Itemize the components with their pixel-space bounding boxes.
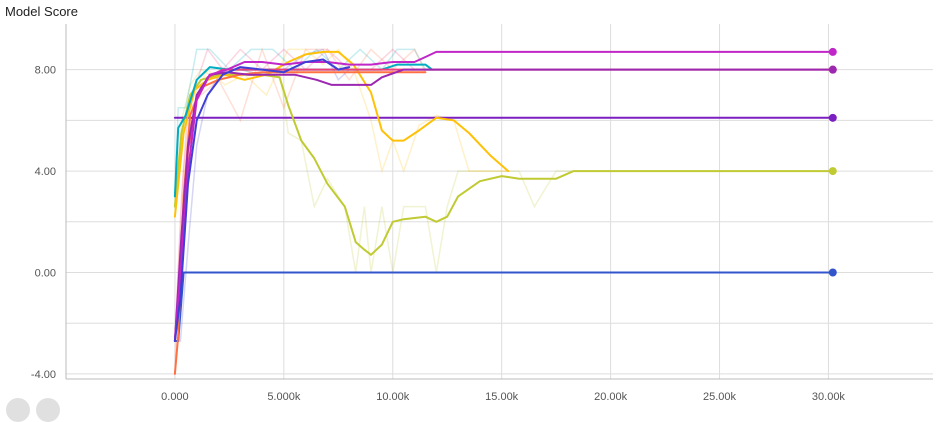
data-download-icon[interactable] (36, 398, 60, 422)
series-line-6 (173, 68, 834, 342)
series-line-2 (173, 73, 834, 256)
raw-series-line-6 (174, 47, 833, 342)
raw-series-lines (174, 47, 833, 374)
x-tick-label: 10.00k (376, 391, 410, 403)
axes (65, 24, 933, 380)
chart-title: Model Score (5, 4, 78, 19)
series-end-point-7 (828, 65, 837, 74)
series-line-3 (173, 50, 510, 218)
series-line-0 (173, 271, 834, 342)
series-end-point-1 (828, 113, 837, 122)
raw-series-line-2 (174, 68, 833, 273)
x-tick-label: 15.00k (485, 391, 519, 403)
series-line-7 (173, 68, 834, 342)
x-tick-label: 0.000 (161, 391, 189, 403)
tick-labels: -4.00 0.00 4.00 8.00 0.000 5.000k 10.00k 15.00k… (31, 65, 846, 403)
y-tick-label: 4.00 (35, 166, 56, 178)
y-tick-label: 0.00 (35, 268, 56, 280)
series-end-point-8 (828, 47, 837, 56)
x-tick-label: 30.00k (812, 391, 846, 403)
x-tick-label: 20.00k (594, 391, 628, 403)
series-end-markers (828, 47, 837, 277)
x-tick-label: 5.000k (267, 391, 301, 403)
y-tick-label: 8.00 (35, 65, 56, 77)
series-end-point-2 (828, 167, 837, 176)
series-line-9 (173, 58, 351, 342)
x-tick-label: 25.00k (703, 391, 737, 403)
model-score-chart: -4.00 0.00 4.00 8.00 0.000 5.000k 10.00k 15.00k… (31, 24, 933, 403)
y-tick-label: -4.00 (31, 369, 56, 381)
series-line-8 (173, 50, 834, 342)
smoothed-series-lines (173, 50, 834, 375)
series-end-point-0 (828, 268, 837, 277)
raw-series-line-5 (174, 47, 427, 374)
expand-icon[interactable] (6, 398, 30, 422)
